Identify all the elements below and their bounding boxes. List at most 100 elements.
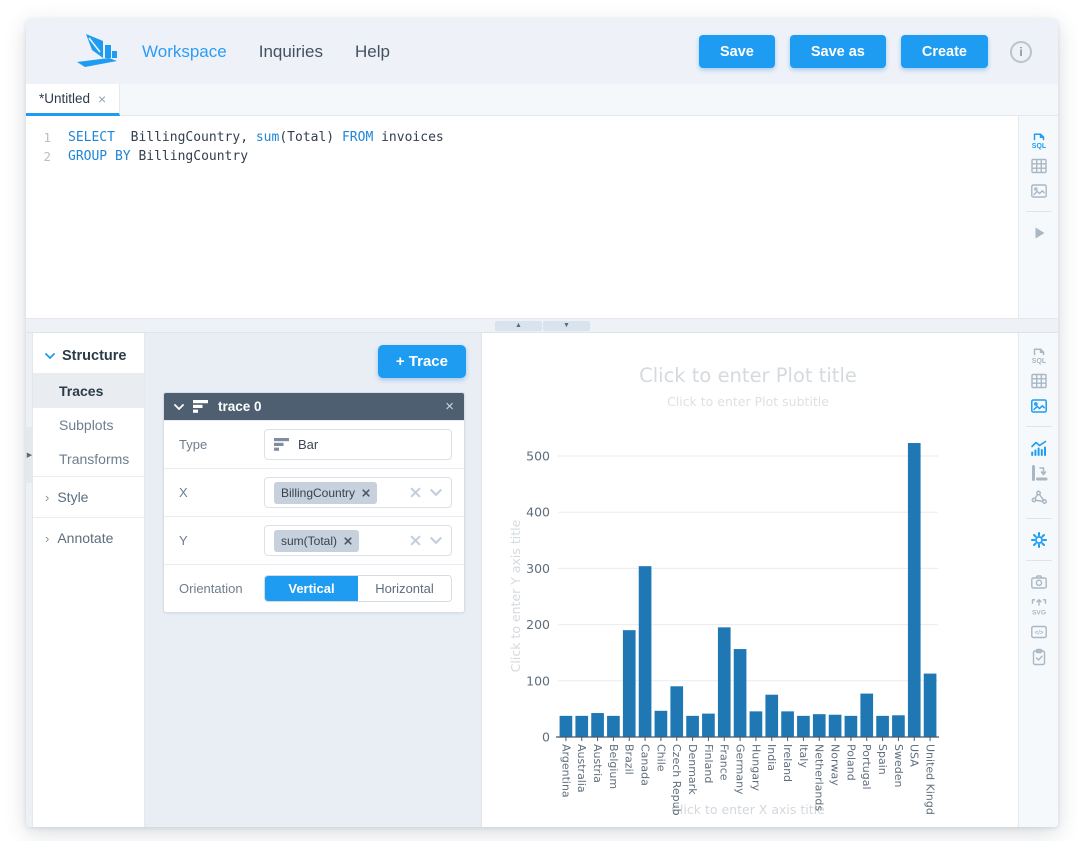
chart-toolbar: SQL <box>1018 333 1058 827</box>
chip-remove-icon[interactable] <box>362 488 370 497</box>
chevron-down-icon[interactable] <box>430 537 442 544</box>
chevron-down-icon[interactable] <box>430 489 442 496</box>
pane-splitter[interactable]: ▲ ▼ <box>26 318 1058 333</box>
table-view-icon[interactable] <box>1026 153 1052 178</box>
trace-title: trace 0 <box>218 399 262 414</box>
bar-India <box>765 694 779 737</box>
trace-card: trace 0 × Type Bar <box>163 392 465 613</box>
clipboard-copy-icon[interactable] <box>1026 644 1052 669</box>
y-axis-title-placeholder[interactable]: Click to enter Y axis title <box>508 519 523 672</box>
nav-link-workspace[interactable]: Workspace <box>142 41 227 61</box>
sidebar-collapse-handle[interactable]: ▶ <box>26 427 33 483</box>
add-trace-button[interactable]: + Trace <box>377 345 466 378</box>
trace-card-header[interactable]: trace 0 × <box>164 393 464 420</box>
bar-Hungary <box>749 711 763 737</box>
camera-export-icon[interactable] <box>1026 569 1052 594</box>
x-label: X <box>179 485 188 500</box>
bar-Poland <box>844 715 858 737</box>
bar-Sweden <box>892 715 905 737</box>
bar-Italy <box>797 715 810 737</box>
bar-France <box>717 627 731 737</box>
save-as-button[interactable]: Save as <box>789 35 886 68</box>
bar-Czech Republic <box>670 686 684 737</box>
y-tick-label: 500 <box>526 449 550 464</box>
clear-icon[interactable] <box>410 487 421 498</box>
bar-Norway <box>828 714 842 737</box>
tab-close-icon[interactable]: × <box>98 90 107 107</box>
bar-Belgium <box>607 715 620 737</box>
table-view-icon[interactable] <box>1026 368 1052 393</box>
sidebar-section-annotate[interactable]: › Annotate <box>33 517 144 558</box>
settings-gear-icon[interactable] <box>1026 527 1052 552</box>
x-tick-label: Australia <box>575 744 588 793</box>
field-tools <box>410 535 442 546</box>
y-tick-label: 400 <box>526 505 550 520</box>
x-tick-label: Ireland <box>781 744 794 782</box>
x-tick-label: United Kingd <box>924 744 937 815</box>
y-tick-label: 200 <box>526 617 550 632</box>
x-tick-label: India <box>765 744 778 771</box>
x-tick-label: Denmark <box>686 744 699 795</box>
style-label: Style <box>57 489 89 505</box>
bottom-panel: ▶ Structure Traces Subplots Transforms ›… <box>26 333 1058 827</box>
x-tick-label: USA <box>908 744 921 767</box>
navbar: Workspace Inquiries Help Save Save as Cr… <box>26 19 1058 84</box>
collapse-down-button[interactable]: ▼ <box>543 321 590 331</box>
x-tick-label: Belgium <box>607 744 620 789</box>
run-query-icon[interactable] <box>1026 220 1052 245</box>
x-tick-label: Germany <box>734 744 747 795</box>
sql-view-icon[interactable]: SQL <box>1026 343 1052 368</box>
sidebar-item-subplots[interactable]: Subplots <box>59 417 114 433</box>
bar-Netherlands <box>812 714 826 737</box>
sql-editor[interactable]: 1 SELECT BillingCountry, sum(Total) FROM… <box>26 116 1018 318</box>
svg-export-icon[interactable]: SVG <box>1026 594 1052 619</box>
tab-bar: *Untitled × <box>26 84 1058 116</box>
chip-label: sum(Total) <box>281 533 338 548</box>
sql-view-icon[interactable]: SQL <box>1026 128 1052 153</box>
orientation-row: Orientation Vertical Horizontal <box>164 564 464 612</box>
chip-remove-icon[interactable] <box>344 536 352 545</box>
bar-Argentina <box>559 715 573 737</box>
plot-title-placeholder[interactable]: Click to enter Plot title <box>639 364 857 387</box>
trace-close-icon[interactable]: × <box>445 398 454 415</box>
clear-icon[interactable] <box>410 535 421 546</box>
sidebar-item-traces[interactable]: Traces <box>33 374 144 408</box>
sidebar-section-style[interactable]: › Style <box>33 476 144 517</box>
chevron-down-icon <box>45 353 55 359</box>
create-button[interactable]: Create <box>900 35 988 68</box>
tab-untitled[interactable]: *Untitled × <box>26 84 121 116</box>
x-column-select[interactable]: BillingCountry <box>264 477 452 508</box>
trace-type-select[interactable]: Bar <box>264 429 452 460</box>
y-column-select[interactable]: sum(Total) <box>264 525 452 556</box>
sidebar-section-structure[interactable]: Structure <box>33 339 144 373</box>
bar-Canada <box>638 566 652 737</box>
bar-Denmark <box>686 715 699 737</box>
subplots-panel-icon[interactable] <box>1026 460 1052 485</box>
x-tick-label: Argentina <box>559 744 572 798</box>
orientation-horizontal-option[interactable]: Horizontal <box>358 576 451 601</box>
bar-chart-canvas[interactable]: Click to enter Plot title Click to enter … <box>482 333 1018 827</box>
x-tick-label: Netherlands <box>813 744 826 811</box>
bar-Brazil <box>622 630 636 737</box>
chart-view-icon[interactable] <box>1026 178 1052 203</box>
chart-view-icon[interactable] <box>1026 393 1052 418</box>
info-icon[interactable]: i <box>1010 40 1032 63</box>
chevron-right-icon: › <box>45 489 50 505</box>
nav-link-inquiries[interactable]: Inquiries <box>258 41 323 61</box>
plot-subtitle-placeholder[interactable]: Click to enter Plot subtitle <box>667 394 829 409</box>
bar-Australia <box>575 715 589 737</box>
collapse-up-button[interactable]: ▲ <box>495 321 542 331</box>
structure-label: Structure <box>62 348 127 364</box>
x-tick-label: Brazil <box>623 744 636 775</box>
transforms-panel-icon[interactable] <box>1026 485 1052 510</box>
x-axis-title-placeholder[interactable]: Click to enter X axis title <box>671 802 825 817</box>
x-tick-label: Norway <box>829 744 842 786</box>
orientation-vertical-option[interactable]: Vertical <box>265 576 358 601</box>
y-column-chip: sum(Total) <box>274 529 360 552</box>
nav-link-help[interactable]: Help <box>354 41 390 61</box>
sidebar-item-transforms[interactable]: Transforms <box>59 451 130 467</box>
code-export-icon[interactable]: </> <box>1026 619 1052 644</box>
sidebar-collapse-strip: ▶ <box>26 333 33 827</box>
traces-panel-icon[interactable] <box>1026 435 1052 460</box>
save-button[interactable]: Save <box>698 35 775 68</box>
